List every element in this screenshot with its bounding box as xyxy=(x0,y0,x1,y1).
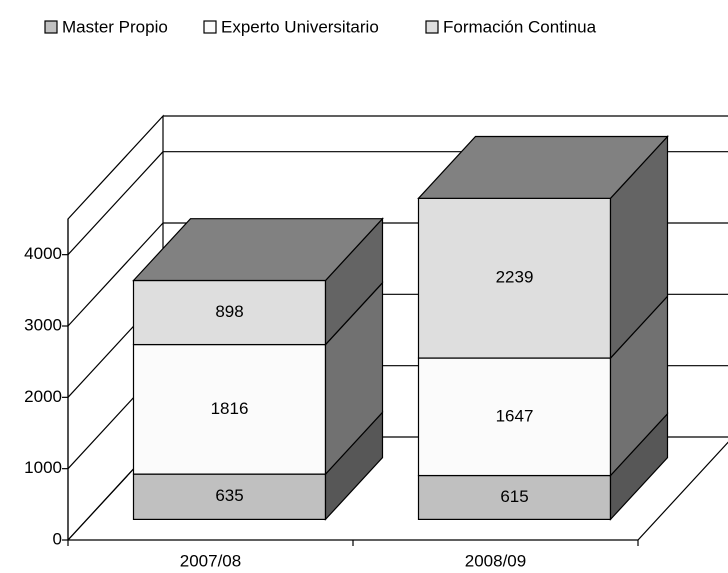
y-tick-label: 4000 xyxy=(24,244,62,263)
bar-top-shade xyxy=(132,218,384,282)
x-tick-label: 2008/09 xyxy=(465,551,526,570)
data-label: 2239 xyxy=(496,268,534,287)
legend-label: Formación Continua xyxy=(443,17,597,36)
legend-label: Master Propio xyxy=(62,17,168,36)
grid-line-side xyxy=(67,222,164,327)
legend-label: Experto Universitario xyxy=(221,17,379,36)
data-label: 898 xyxy=(215,302,243,321)
bar xyxy=(132,473,327,520)
legend-swatch xyxy=(203,20,217,34)
y-tick-label: 0 xyxy=(53,529,62,548)
bar xyxy=(417,197,612,359)
grid-line-side xyxy=(67,151,164,256)
bar xyxy=(132,279,327,346)
y-tick-label: 3000 xyxy=(24,315,62,334)
data-label: 1816 xyxy=(211,399,249,418)
legend-swatch xyxy=(44,20,58,34)
y-tick-label: 1000 xyxy=(24,458,62,477)
legend-swatch xyxy=(425,20,439,34)
data-label: 1647 xyxy=(496,406,534,425)
bar-top xyxy=(133,218,383,281)
y-tick-label: 2000 xyxy=(24,387,62,406)
data-label: 635 xyxy=(215,486,243,505)
bar xyxy=(417,474,612,520)
bar xyxy=(132,343,327,475)
x-tick-label: 2007/08 xyxy=(180,551,241,570)
data-label: 615 xyxy=(500,487,528,506)
bar-top xyxy=(418,136,668,199)
bar xyxy=(417,357,612,477)
bar-top-shade xyxy=(417,135,669,199)
